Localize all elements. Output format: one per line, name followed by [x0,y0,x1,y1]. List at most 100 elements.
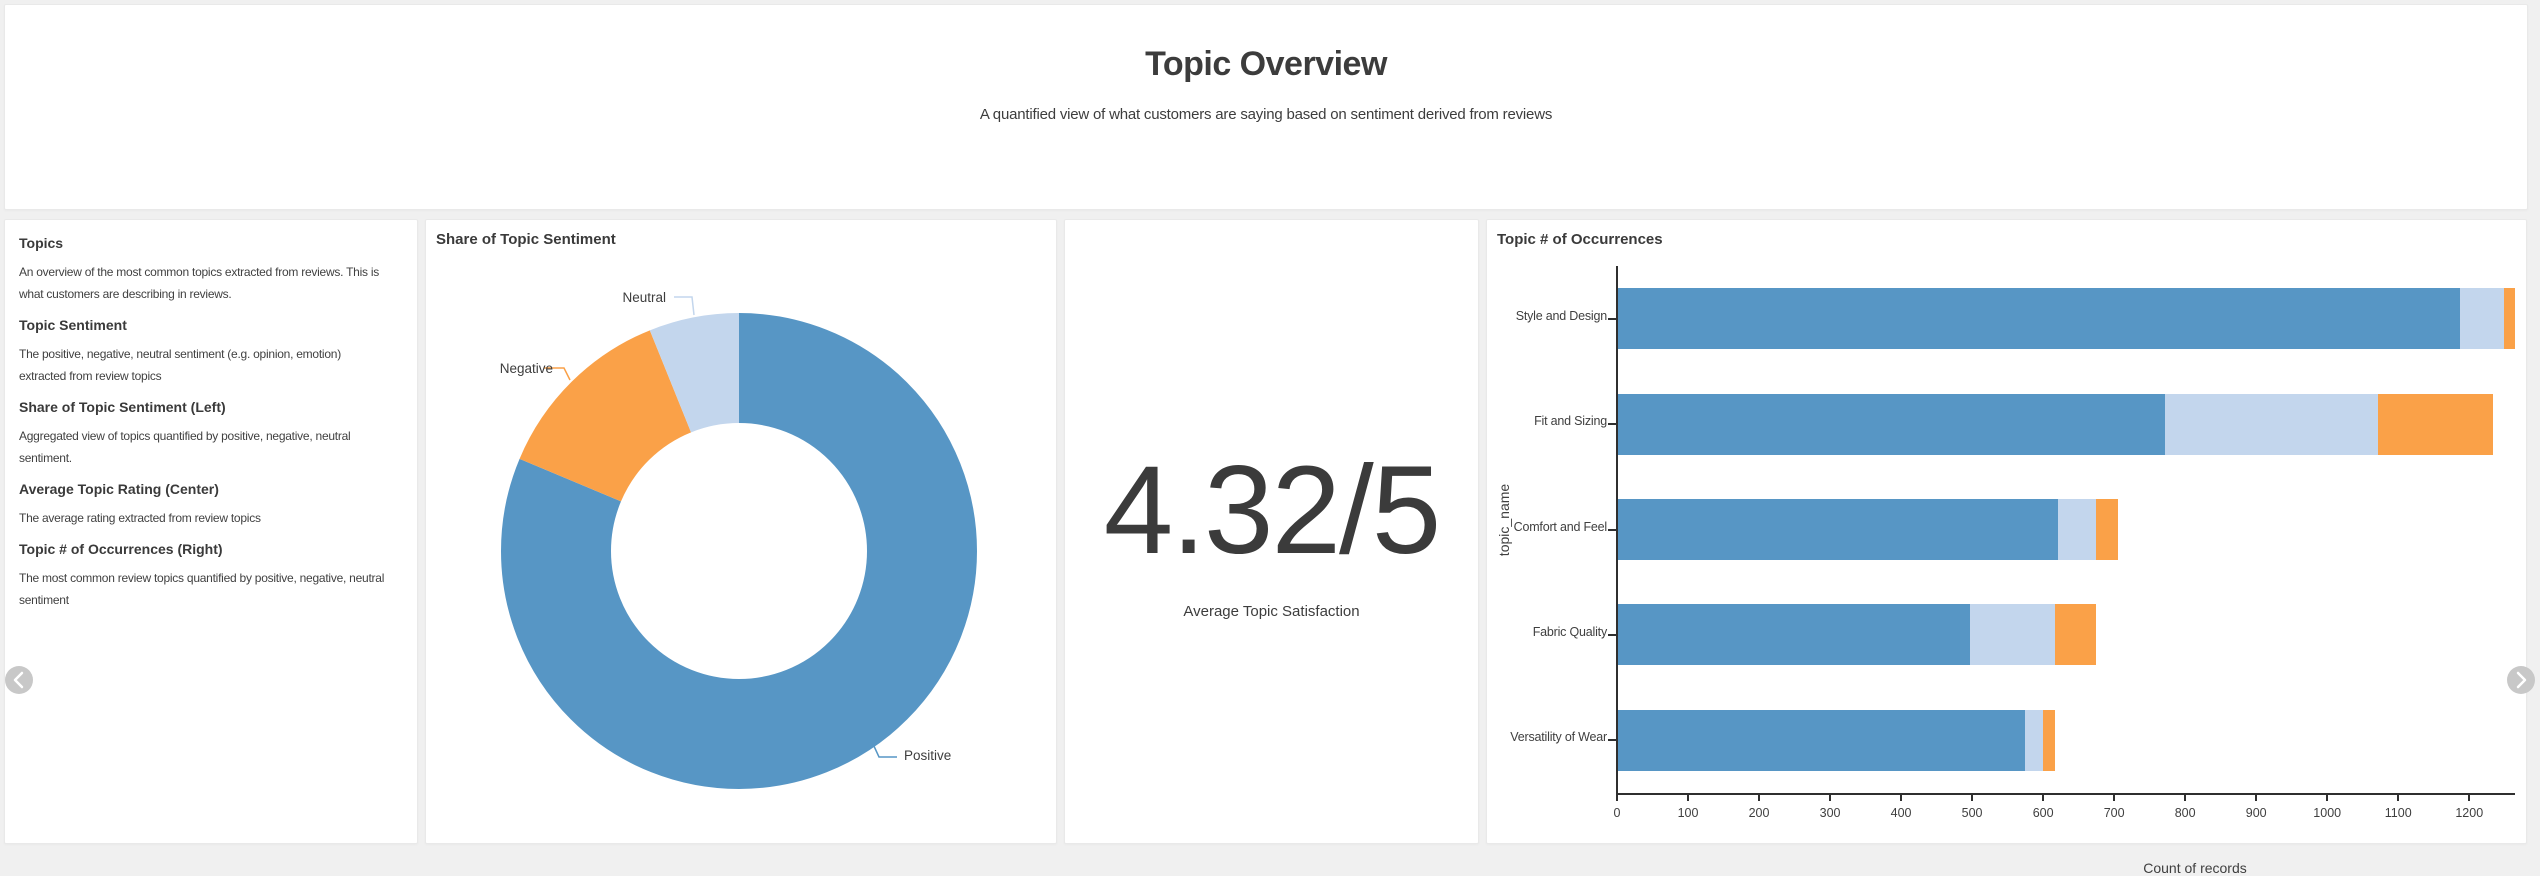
bar-segment-neutral-4[interactable] [2024,709,2044,771]
positive-leader-line [872,743,897,758]
x-tick-mark [2468,795,2471,801]
donut-slice-neutral[interactable] [501,313,977,789]
x-tick-mark [1829,795,1832,801]
x-tick-label: 0 [1613,806,1621,820]
bar-row [1618,604,2515,666]
desc-section-topics: Topics An overview of the most common to… [19,232,405,305]
bar-row [1618,709,2515,771]
bar-plot: Count of records 0 100 200 300 400 500 600 700 8… [1614,266,2515,876]
x-tick-label: 300 [1819,806,1841,820]
bar-segment-positive-1[interactable] [1618,393,2165,455]
x-tick-label: 400 [1890,806,1912,820]
desc-body: The average rating extracted from review… [19,511,261,525]
donut-label-neutral: Neutral [622,290,666,305]
x-tick-mark [1900,795,1903,801]
negative-leader-line [544,367,571,381]
bar-row [1618,499,2515,560]
chevron-right-icon [2516,671,2527,689]
desc-heading: Topic # of Occurrences (Right) [19,541,223,557]
x-tick-label: 100 [1677,806,1699,820]
donut-label-negative: Negative [499,361,553,376]
y-axis-line [1616,266,1618,795]
bar-segment-negative-4[interactable] [2043,709,2056,771]
donut-chart-title: Share of Topic Sentiment [436,231,616,248]
donut-label-positive: Positive [904,748,952,763]
y-category-label: Versatility of Wear [1510,730,1607,745]
x-tick-mark [1971,795,1974,801]
x-tick-mark [2184,795,2187,801]
x-tick-label: 1100 [2384,806,2412,820]
x-tick-mark [2113,795,2116,801]
page-subtitle: A quantified view of what customers are … [979,106,1553,123]
dashboard: { "header": { "title": "Topic Overview",… [4,4,2535,876]
x-tick-mark [2042,795,2045,801]
bar-segment-neutral-1[interactable] [2164,393,2378,455]
y-category-label: Style and Design [1515,308,1608,323]
y-category-label: Comfort and Feel [1513,519,1608,534]
desc-heading: Topics [19,235,64,251]
next-page-button[interactable] [2507,666,2535,694]
bar-chart-title: Topic # of Occurrences [1497,231,1663,248]
x-tick-label: 1000 [2313,806,2342,820]
bar-segment-negative-0[interactable] [2503,288,2515,350]
header-card: Topic Overview A quantified view of what… [4,4,2528,210]
desc-body: The most common review topics quantified… [19,571,385,607]
bar-segment-neutral-0[interactable] [2459,288,2504,350]
kpi-value: 4.32/5 [1103,441,1442,580]
bar-segment-positive-4[interactable] [1618,709,2025,771]
y-tick-mark [1608,423,1616,426]
y-tick-mark [1608,739,1616,742]
bar-segment-neutral-3[interactable] [1970,604,2055,666]
y-tick-mark [1608,528,1616,531]
prev-page-button[interactable] [5,666,33,694]
x-tick-mark [1758,795,1761,801]
kpi-card: 4.32/5 Average Topic Satisfaction [1064,219,1479,844]
x-tick-label: 1200 [2455,806,2484,820]
x-tick-mark [2255,795,2258,801]
y-category-label: Fit and Sizing [1534,414,1607,429]
bar-chart-x-axis-title: Count of records [2143,860,2247,876]
x-tick-mark [1687,795,1690,801]
x-tick-mark [2326,795,2329,801]
bar-segment-negative-2[interactable] [2095,499,2118,560]
bar-segment-negative-1[interactable] [2377,393,2493,455]
kpi-caption: Average Topic Satisfaction [1183,603,1360,620]
x-tick-mark [1616,795,1618,801]
sentiment-donut-card: Share of Topic Sentiment Neutral Negativ… [425,219,1057,844]
y-category-label: Fabric Quality [1532,624,1608,639]
y-tick-mark [1608,633,1616,636]
desc-heading: Topic Sentiment [19,317,127,333]
x-tick-label: 500 [1961,806,1983,820]
x-tick-label: 200 [1748,806,1770,820]
x-axis-line [1616,793,2515,795]
desc-body: Aggregated view of topics quantified by … [19,429,351,465]
x-tick-label: 900 [2245,806,2267,820]
desc-section-average-topic-rating: Average Topic Rating (Center) The averag… [19,478,405,529]
bar-segment-positive-3[interactable] [1618,604,1971,666]
bar-segment-neutral-2[interactable] [2058,499,2096,560]
desc-section-topic-occurrences: Topic # of Occurrences (Right) The most … [19,538,405,611]
x-tick-mark [2397,795,2400,801]
bar-row [1618,288,2515,350]
bar-segment-positive-2[interactable] [1618,499,2059,560]
desc-section-share-of-topic-sentiment: Share of Topic Sentiment (Left) Aggregat… [19,396,405,469]
sentiment-donut-chart [501,296,977,789]
x-tick-label: 700 [2103,806,2125,820]
desc-body: The positive, negative, neutral sentimen… [19,347,341,383]
desc-heading: Share of Topic Sentiment (Left) [19,399,226,415]
bar-row [1618,393,2515,455]
neutral-leader-line [674,296,695,316]
chevron-left-icon [13,671,24,689]
desc-body: An overview of the most common topics ex… [19,265,379,301]
bar-segment-positive-0[interactable] [1618,288,2460,350]
desc-heading: Average Topic Rating (Center) [19,481,219,497]
x-tick-label: 600 [2032,806,2054,820]
bar-chart-y-axis-title: topic_name [1496,483,1512,557]
page-title: Topic Overview [1145,45,1387,83]
desc-section-topic-sentiment: Topic Sentiment The positive, negative, … [19,314,405,387]
y-tick-mark [1608,317,1616,320]
occurrences-bar-card: Topic # of Occurrences topic_name Count … [1486,219,2527,876]
description-card: Topics An overview of the most common to… [4,219,418,844]
x-tick-label: 800 [2174,806,2196,820]
bar-segment-negative-3[interactable] [2054,604,2096,666]
